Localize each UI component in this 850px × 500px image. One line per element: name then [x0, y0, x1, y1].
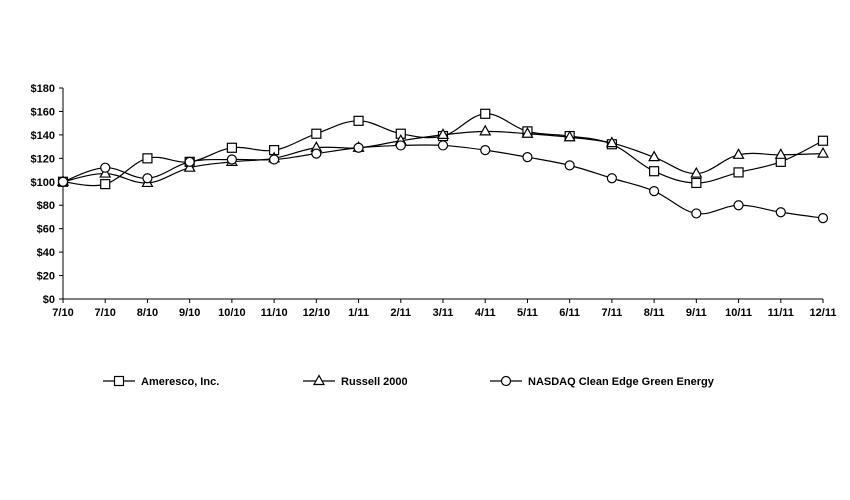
data-point: [311, 148, 322, 159]
data-point: [649, 166, 660, 177]
y-tick-label: $60: [37, 224, 55, 236]
data-point: [142, 173, 153, 184]
data-point: [816, 146, 830, 158]
data-point: [269, 154, 280, 165]
data-point: [100, 179, 111, 190]
x-tick-label: 10/11: [725, 307, 752, 319]
y-tick-label: $20: [37, 271, 55, 283]
y-tick-label: $0: [43, 294, 55, 306]
y-tick-label: $180: [31, 83, 55, 95]
data-point: [184, 156, 195, 167]
series-circle: [57, 140, 829, 224]
data-point: [690, 166, 703, 178]
data-point: [817, 213, 829, 224]
x-tick-label: 9/10: [179, 307, 200, 319]
x-tick-label: 5/11: [517, 307, 538, 319]
data-point: [480, 108, 491, 119]
data-point: [564, 160, 575, 171]
legend-label: Russell 2000: [341, 376, 408, 388]
data-point: [353, 115, 364, 126]
x-tick-label: 11/10: [261, 307, 288, 319]
x-tick-label: 10/10: [218, 307, 246, 319]
y-tick-label: $160: [31, 106, 55, 118]
data-point: [395, 140, 406, 151]
x-tick-label: 1/11: [348, 307, 369, 319]
data-point: [226, 142, 237, 153]
data-point: [733, 200, 744, 211]
x-tick-label: 2/11: [390, 307, 411, 319]
x-tick-label: 3/11: [433, 307, 454, 319]
series-triangle: [56, 124, 830, 188]
data-point: [691, 208, 702, 219]
legend-label: Ameresco, Inc.: [141, 376, 219, 388]
y-tick-label: $80: [37, 200, 55, 212]
data-point: [648, 150, 661, 162]
x-tick-label: 8/11: [644, 307, 665, 319]
data-point: [817, 135, 829, 146]
data-point: [436, 128, 450, 139]
data-point: [226, 154, 237, 165]
y-tick-label: $40: [37, 247, 55, 259]
chart-axes: [62, 88, 823, 300]
data-point: [522, 152, 533, 163]
data-point: [563, 130, 576, 142]
x-tick-label: 6/11: [559, 307, 580, 319]
legend-item: NASDAQ Clean Edge Green Energy: [490, 375, 715, 388]
data-point: [733, 167, 744, 178]
data-point: [437, 140, 449, 151]
data-point: [606, 173, 617, 184]
legend-label: NASDAQ Clean Edge Green Energy: [528, 376, 715, 388]
data-point: [479, 124, 492, 136]
x-tick-label: 12/11: [810, 307, 837, 319]
series-layer: [56, 108, 830, 224]
data-point: [521, 126, 534, 138]
data-point: [774, 148, 787, 159]
data-point: [480, 145, 491, 156]
x-tick-label: 11/11: [768, 307, 794, 319]
data-point: [775, 207, 786, 218]
data-point: [691, 177, 702, 189]
x-tick-label: 4/11: [475, 307, 496, 319]
data-point: [732, 148, 745, 159]
chart-legend: Ameresco, Inc. Russell 2000 NASDAQ Clean E…: [103, 374, 715, 388]
data-point: [353, 142, 364, 153]
y-axis-ticks: $0 $20 $40 $60 $80 $100 $120 $140 $160 $180: [31, 83, 63, 306]
legend-item: Ameresco, Inc.: [103, 375, 219, 388]
legend-item: Russell 2000: [303, 374, 408, 388]
legend-marker: [500, 375, 512, 387]
legend-marker: [312, 374, 326, 386]
x-tick-label: 8/10: [137, 307, 158, 319]
data-point: [605, 136, 618, 148]
data-point: [311, 128, 322, 139]
x-axis-ticks: 7/10 7/10 8/10 9/10 10/10 11/10 12/10 1/11 2/11 3…: [52, 299, 836, 319]
y-tick-label: $100: [31, 177, 55, 189]
y-tick-label: $140: [31, 130, 55, 142]
data-point: [142, 153, 153, 164]
x-tick-label: 7/11: [601, 307, 622, 319]
x-tick-label: 12/10: [303, 307, 331, 319]
data-point: [57, 176, 69, 187]
data-point: [100, 162, 111, 173]
data-point: [649, 186, 660, 197]
legend-marker: [113, 375, 125, 387]
x-tick-label: 9/11: [686, 307, 707, 319]
y-tick-label: $120: [31, 153, 55, 165]
x-tick-label: 7/10: [52, 307, 73, 319]
x-tick-label: 7/10: [95, 307, 116, 319]
